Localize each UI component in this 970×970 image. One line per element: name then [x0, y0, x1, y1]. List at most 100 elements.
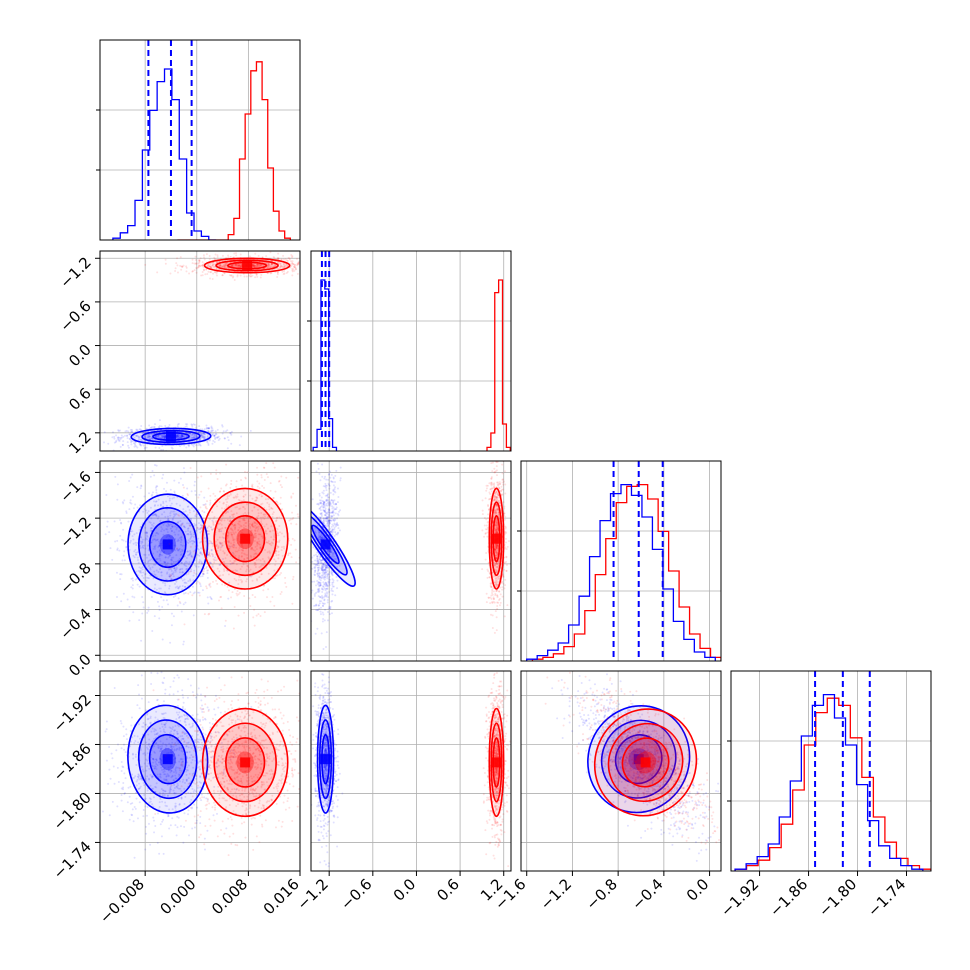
scatter-point: [198, 431, 201, 434]
scatter-point: [260, 263, 263, 266]
scatter-point: [176, 547, 179, 550]
scatter-point: [290, 543, 293, 546]
scatter-point: [199, 575, 202, 578]
scatter-point: [321, 535, 324, 538]
scatter-point: [133, 550, 136, 553]
scatter-point: [502, 480, 505, 483]
scatter-point: [495, 556, 498, 559]
scatter-point: [322, 517, 325, 520]
scatter-point: [256, 473, 259, 476]
scatter-point: [147, 553, 150, 556]
scatter-point: [192, 550, 195, 553]
scatter-point: [177, 436, 180, 439]
scatter-point: [495, 504, 498, 507]
scatter-point: [327, 516, 330, 519]
scatter-point: [160, 571, 163, 574]
scatter-point: [318, 602, 321, 605]
density-peak-blue: [320, 539, 331, 550]
scatter-point: [141, 431, 144, 434]
scatter-point: [185, 557, 188, 560]
scatter-point: [322, 492, 325, 495]
scatter-point: [255, 578, 258, 581]
scatter-point: [272, 265, 275, 268]
scatter-point: [214, 258, 217, 261]
scatter-point: [276, 257, 279, 260]
scatter-point: [314, 632, 317, 635]
scatter-point: [236, 594, 239, 597]
scatter-point: [238, 523, 241, 526]
scatter-point: [302, 264, 304, 266]
scatter-point: [238, 520, 241, 523]
scatter-point: [206, 526, 209, 529]
scatter-point: [256, 263, 259, 266]
scatter-point: [164, 556, 167, 559]
scatter-point: [241, 505, 244, 508]
scatter-point: [153, 505, 156, 508]
scatter-point: [219, 472, 222, 475]
scatter-point: [226, 447, 229, 450]
scatter-point: [160, 574, 163, 577]
scatter-point: [171, 525, 174, 528]
scatter-point: [297, 261, 300, 264]
scatter-point: [257, 613, 260, 616]
scatter-point: [224, 430, 227, 433]
scatter-point: [337, 571, 340, 574]
scatter-point: [173, 567, 176, 570]
scatter-point: [181, 484, 184, 487]
scatter-point: [325, 516, 328, 519]
scatter-point: [187, 532, 190, 535]
scatter-point: [322, 585, 325, 588]
scatter-point: [319, 479, 322, 482]
scatter-point: [321, 537, 324, 540]
scatter-point: [187, 563, 190, 566]
scatter-point: [219, 542, 222, 545]
scatter-point: [115, 595, 118, 598]
scatter-point: [187, 527, 190, 530]
scatter-point: [242, 495, 245, 498]
scatter-point: [333, 558, 336, 561]
scatter-point: [261, 516, 264, 519]
scatter-point: [325, 478, 328, 481]
scatter-point: [157, 434, 160, 437]
scatter-point: [327, 573, 330, 576]
scatter-point: [238, 555, 241, 558]
scatter-point: [257, 528, 260, 531]
scatter-point: [207, 487, 210, 490]
scatter-point: [290, 522, 293, 525]
scatter-point: [324, 507, 327, 510]
scatter-point: [327, 499, 330, 502]
scatter-point: [145, 579, 148, 582]
scatter-point: [140, 542, 143, 545]
scatter-point: [249, 275, 252, 278]
scatter-point: [214, 436, 217, 439]
scatter-point: [225, 510, 228, 513]
scatter-point: [167, 556, 170, 559]
scatter-point: [324, 519, 327, 522]
scatter-point: [267, 263, 270, 266]
scatter-point: [224, 265, 227, 268]
scatter-point: [181, 265, 184, 268]
scatter-point: [247, 566, 250, 569]
scatter-point: [500, 493, 503, 496]
scatter-point: [212, 272, 215, 275]
scatter-point: [326, 585, 329, 588]
scatter-point: [178, 568, 181, 571]
scatter-point: [318, 494, 321, 497]
scatter-point: [175, 528, 178, 531]
scatter-point: [317, 581, 320, 584]
scatter-point: [153, 587, 156, 590]
scatter-point: [231, 263, 234, 266]
scatter-point: [293, 265, 296, 268]
scatter-point: [481, 513, 484, 516]
scatter-point: [273, 256, 276, 259]
scatter-point: [152, 577, 155, 580]
scatter-point: [129, 433, 132, 436]
scatter-point: [213, 434, 216, 437]
scatter-point: [211, 580, 214, 583]
scatter-point: [153, 513, 156, 516]
scatter-point: [150, 595, 153, 598]
scatter-point: [317, 589, 320, 592]
scatter-point: [138, 585, 141, 588]
scatter-point: [185, 565, 188, 568]
scatter-point: [177, 597, 180, 600]
